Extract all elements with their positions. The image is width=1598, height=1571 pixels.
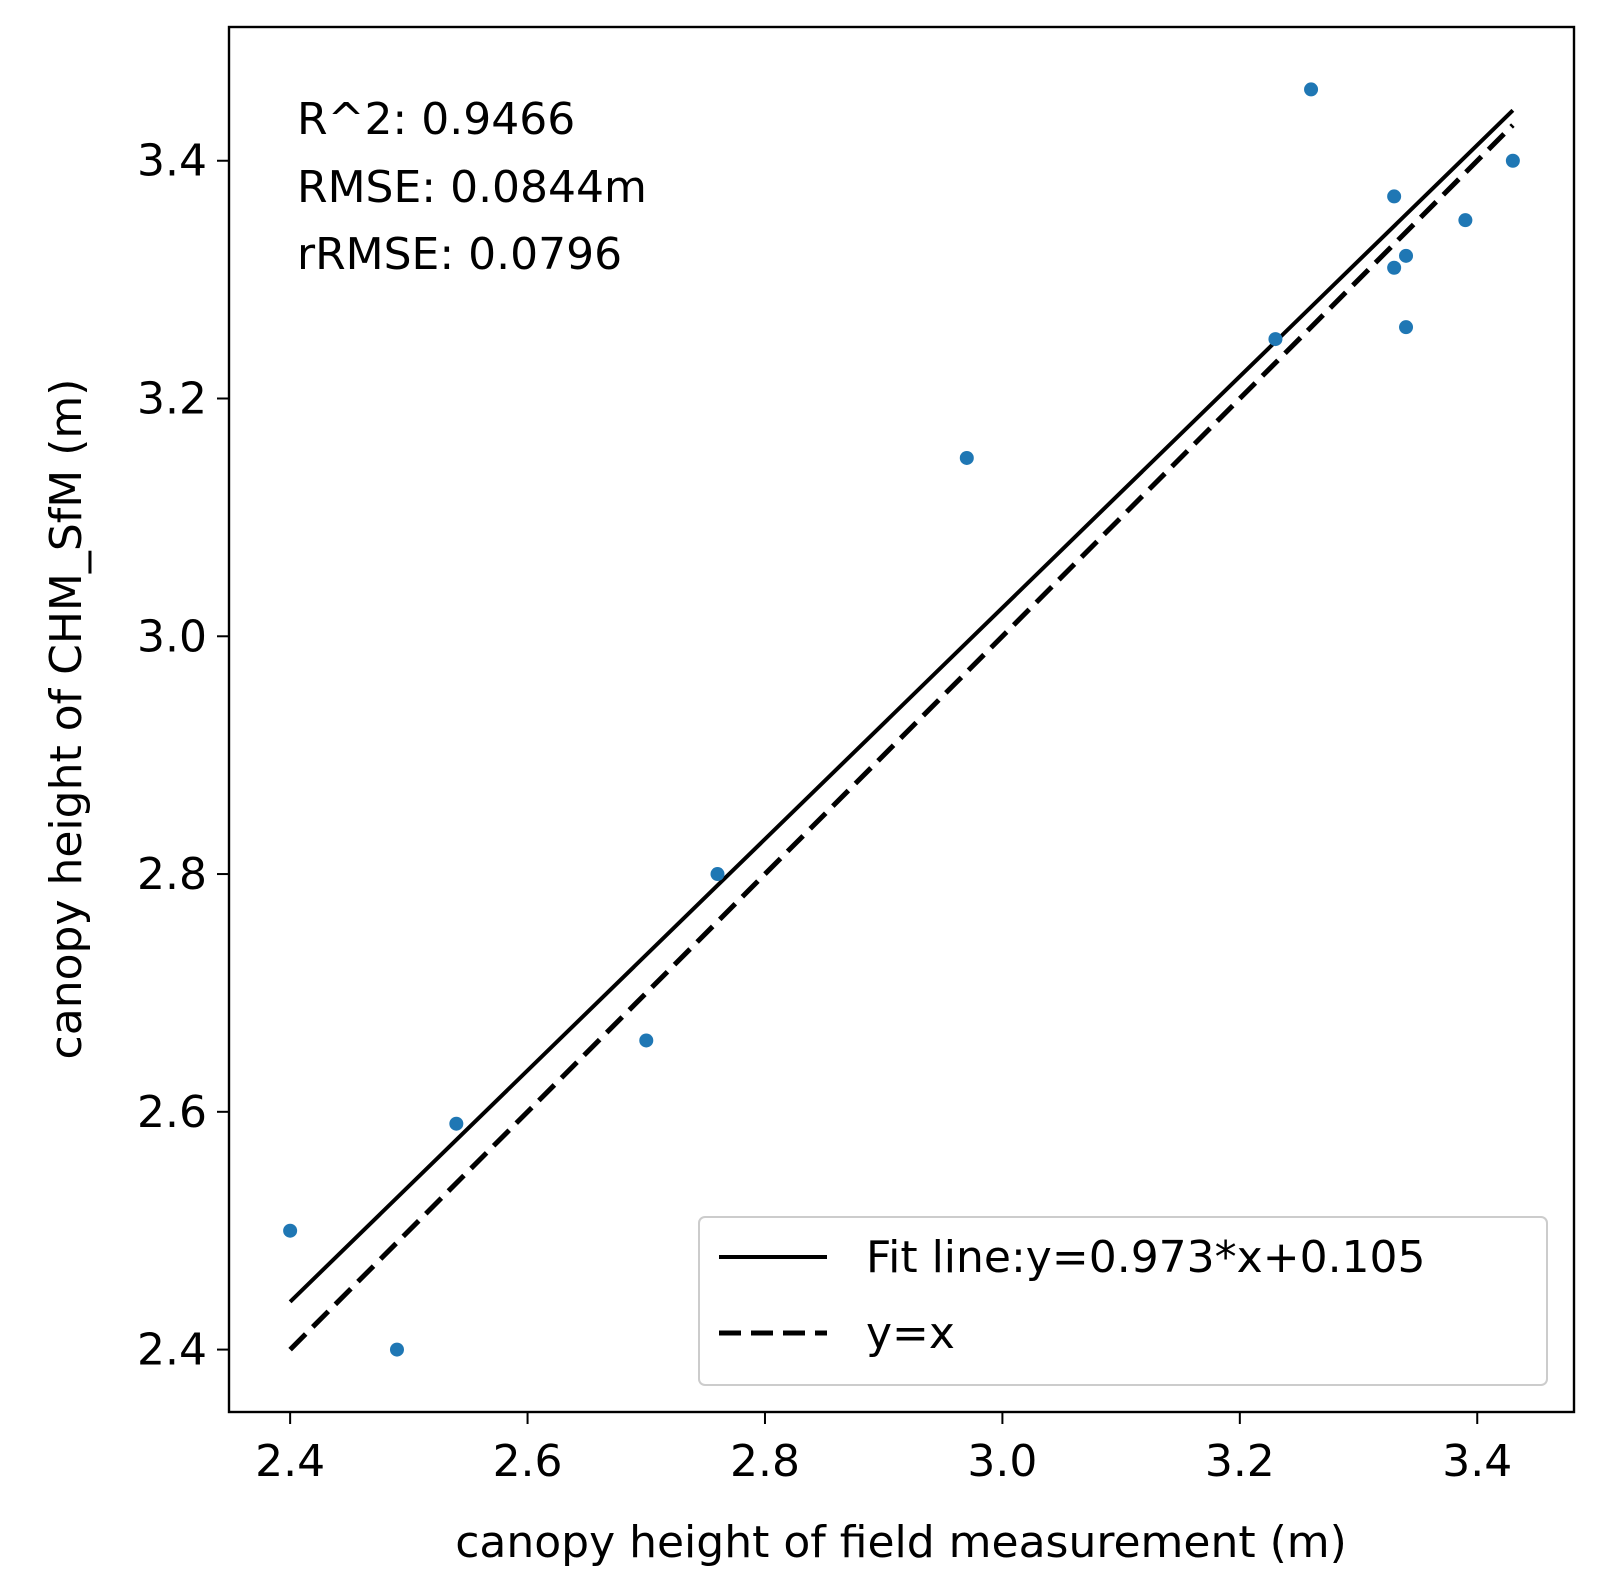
data-point [449,1116,464,1131]
data-point [1387,260,1402,275]
axes: 2.4 2.6 2.8 3.0 3.2 3.4 2.4 2.6 2.8 3.0 3.2 3.4 [137,136,1512,1487]
x-tick-label: 3.2 [1205,1436,1275,1487]
x-axis-label: canopy height of field measurement (m) [455,1517,1347,1568]
stat-rrmse: rRMSE: 0.0796 [297,229,622,280]
data-point [710,867,725,882]
data-point [1505,153,1520,168]
legend-identity-line-label: y=x [866,1308,955,1359]
fit-line [288,108,1515,1304]
y-tick-label: 2.8 [137,849,207,900]
plot-marks [283,82,1520,1357]
data-point [283,1223,298,1238]
y-tick-label: 3.4 [137,136,207,187]
x-tick-label: 2.4 [255,1436,325,1487]
stats-annotation: R^2: 0.9466 RMSE: 0.0844m rRMSE: 0.0796 [297,94,647,280]
y-axis-label: canopy height of CHM_SfM (m) [41,379,92,1060]
data-point [389,1342,404,1357]
x-tick-label: 3.4 [1442,1436,1512,1487]
identity-line [288,123,1515,1352]
y-tick-label: 2.6 [137,1087,207,1138]
data-point [1304,82,1319,97]
plot-frame [227,25,1576,1414]
data-point [1399,248,1414,263]
stat-rmse: RMSE: 0.0844m [297,162,647,213]
data-point [1458,213,1473,228]
y-tick-label: 3.0 [137,611,207,662]
data-point [959,450,974,465]
y-tick-label: 3.2 [137,374,207,425]
y-tick-label: 2.4 [137,1325,207,1376]
x-tick-label: 3.0 [967,1436,1037,1487]
legend-fit-line-label: Fit line:y=0.973*x+0.105 [866,1232,1426,1283]
legend-box [698,1216,1548,1386]
x-tick-label: 2.8 [730,1436,800,1487]
x-tick-label: 2.6 [493,1436,563,1487]
data-point [1387,189,1402,204]
data-point [1399,320,1414,335]
legend: Fit line:y=0.973*x+0.105 y=x [698,1216,1548,1386]
data-point [639,1033,654,1048]
data-point [1268,332,1283,347]
stat-r2: R^2: 0.9466 [297,94,575,145]
